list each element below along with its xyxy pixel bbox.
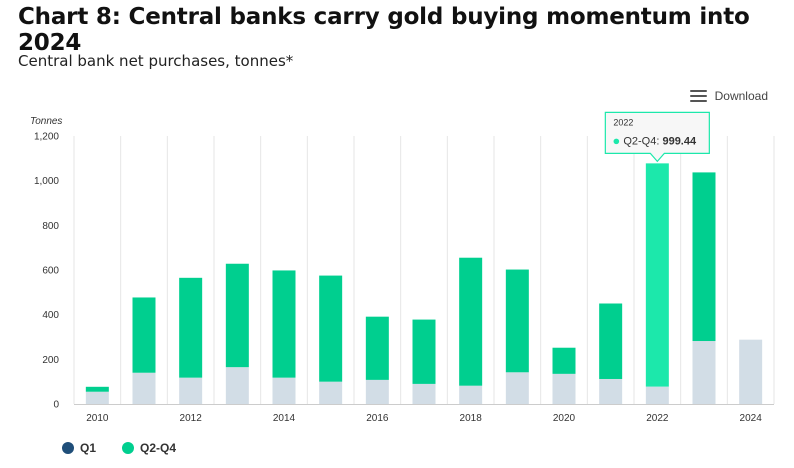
bar-q1-2010[interactable]	[85, 391, 109, 404]
x-tick-label: 2016	[366, 413, 389, 424]
x-tick-label: 2022	[646, 413, 669, 424]
bar-q2q4-2013[interactable]	[225, 263, 249, 368]
x-tick-label: 2010	[86, 413, 109, 424]
bar-q2q4-2011[interactable]	[132, 297, 156, 373]
x-tick-label: 2012	[180, 413, 203, 424]
legend-item-q2q4[interactable]: Q2-Q4	[122, 441, 176, 455]
bar-q2q4-2021[interactable]	[599, 303, 623, 379]
bar-q1-2011[interactable]	[132, 372, 156, 404]
bar-q2q4-2020[interactable]	[552, 347, 576, 374]
bar-q1-2018[interactable]	[459, 385, 483, 404]
y-tick-label: 800	[42, 221, 59, 232]
tooltip-category: 2022	[613, 117, 633, 127]
legend-label-q1: Q1	[80, 441, 97, 455]
legend-swatch-q1	[62, 442, 74, 454]
x-tick-label: 2014	[273, 413, 296, 424]
bar-q1-2017[interactable]	[412, 383, 436, 404]
y-tick-label: 1,000	[34, 176, 59, 187]
y-tick-label: 200	[42, 355, 59, 366]
legend-item-q1[interactable]: Q1	[62, 441, 96, 455]
bar-q2q4-2014[interactable]	[272, 270, 296, 378]
x-tick-label: 2024	[740, 413, 763, 424]
bar-q1-2019[interactable]	[505, 372, 529, 404]
y-tick-label: 0	[53, 400, 59, 411]
bar-q2q4-2012[interactable]	[179, 277, 203, 378]
tooltip-value: 999.44	[662, 135, 697, 147]
y-tick-label: 1,200	[34, 132, 59, 143]
bar-q2q4-2010[interactable]	[85, 386, 109, 392]
bar-q2q4-2016[interactable]	[365, 316, 389, 380]
legend-swatch-q2q4	[122, 442, 135, 454]
x-tick-label: 2020	[553, 413, 576, 424]
bar-q1-2022[interactable]	[645, 386, 669, 404]
bar-q2q4-2019[interactable]	[505, 269, 529, 373]
chart-subtitle: Central bank net purchases, tonnes*	[18, 52, 294, 70]
bar-q1-2024[interactable]	[739, 339, 763, 404]
legend-label-q2q4: Q2-Q4	[140, 441, 177, 455]
tooltip-dot	[613, 138, 620, 145]
bar-q1-2016[interactable]	[365, 379, 389, 404]
bar-q1-2020[interactable]	[552, 373, 576, 404]
bar-chart: Tonnes 0 200 400 600 800 1,000 1,200 2010 2012 201…	[30, 111, 775, 424]
bar-q1-2013[interactable]	[225, 367, 249, 404]
download-button[interactable]: Download	[689, 89, 768, 103]
bar-q1-2015[interactable]	[319, 381, 343, 404]
y-tick-label: 400	[42, 310, 59, 321]
bar-q1-2012[interactable]	[179, 377, 203, 404]
chart-title: Chart 8: Central banks carry gold buying…	[18, 4, 750, 56]
y-axis-title: Tonnes	[30, 116, 62, 127]
bar-q2q4-2023[interactable]	[692, 172, 716, 342]
bar-q2q4-2015[interactable]	[319, 275, 343, 382]
chart-legend: Q1 Q2-Q4	[62, 441, 176, 455]
bar-q2q4-2017[interactable]	[412, 319, 436, 384]
bar-q1-2023[interactable]	[692, 341, 716, 404]
bar-q2q4-2018[interactable]	[459, 257, 483, 386]
bar-q2q4-2022[interactable]	[645, 163, 669, 387]
tooltip-box	[604, 111, 710, 163]
download-label: Download	[714, 89, 768, 103]
bar-q1-2021[interactable]	[599, 378, 623, 404]
bar-q1-2014[interactable]	[272, 377, 296, 404]
y-tick-label: 600	[42, 266, 59, 277]
menu-icon	[689, 90, 707, 102]
x-tick-label: 2018	[460, 413, 483, 424]
tooltip-series: Q2-Q4: 999.44	[623, 135, 697, 147]
